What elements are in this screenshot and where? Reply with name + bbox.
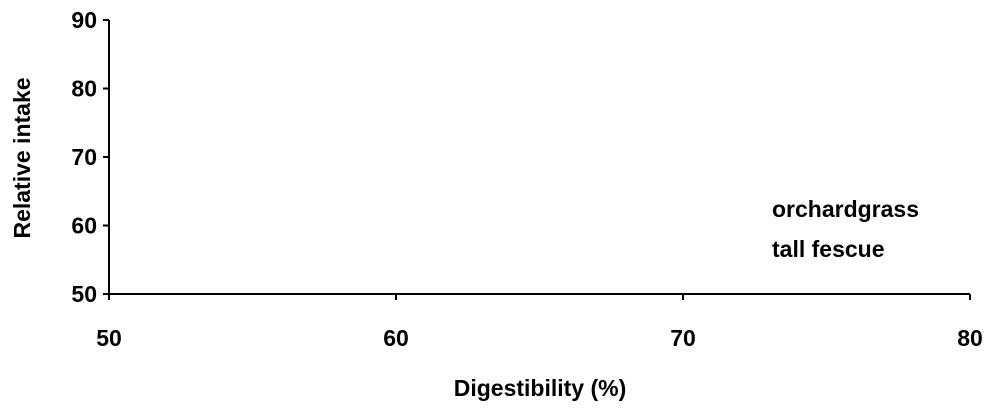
x-tick-label: 80 (957, 325, 983, 351)
x-tick-label: 70 (670, 325, 696, 351)
y-tick-label: 70 (71, 144, 97, 170)
y-tick-label: 80 (71, 76, 97, 102)
y-tick-label: 60 (71, 213, 97, 239)
y-axis-ticks: 50 60 70 80 90 (71, 7, 109, 307)
x-tick-label: 50 (96, 325, 122, 351)
y-axis-title: Relative intake (9, 77, 35, 238)
y-tick-label: 50 (71, 281, 97, 307)
legend-label-orchardgrass: orchardgrass (772, 196, 919, 222)
x-axis-title: Digestibility (%) (454, 375, 627, 401)
x-axis-ticks: 50 60 70 80 (96, 294, 983, 351)
legend-label-tall-fescue: tall fescue (772, 236, 885, 262)
x-tick-label: 60 (383, 325, 409, 351)
y-tick-label: 90 (71, 7, 97, 33)
legend: orchardgrass tall fescue (772, 196, 919, 262)
